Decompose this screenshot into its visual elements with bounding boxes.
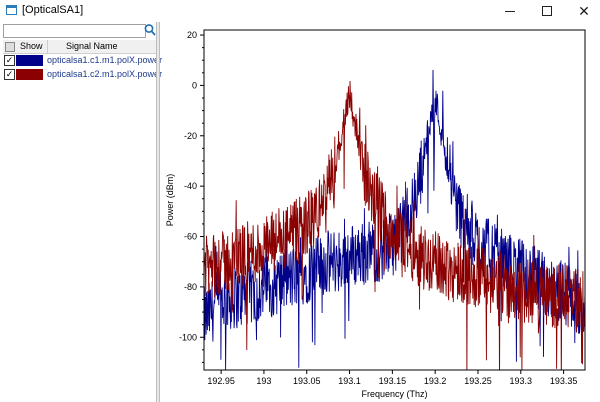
window-title: [OpticalSA1] <box>22 4 84 16</box>
y-tick-label: -60 <box>184 232 197 242</box>
x-tick-label: 193.2 <box>424 376 447 386</box>
signal-show-checkbox[interactable]: ✓ <box>4 55 15 66</box>
plot-area-frame <box>203 29 586 371</box>
signal-panel: Show Signal Name ✓ opticalsa1.c1.m1.polX… <box>0 22 162 402</box>
minimize-icon <box>505 10 515 12</box>
signal-color-swatch <box>16 55 43 66</box>
series-trace-1 <box>204 69 585 370</box>
y-tick-label: -20 <box>184 131 197 141</box>
spectrum-chart: 192.95 193 193.05 193.1 193.15 193.2 193.25 193… <box>160 22 600 402</box>
y-tick-label: 20 <box>187 30 197 40</box>
checkmark-icon: ✓ <box>5 69 14 79</box>
y-axis-label: Power (dBm) <box>165 174 175 227</box>
x-tick-label: 193.3 <box>510 376 533 386</box>
x-tick-label: 192.95 <box>207 376 235 386</box>
column-header-show[interactable]: Show <box>20 41 43 51</box>
y-tick-label: -100 <box>179 332 197 342</box>
signal-name: opticalsa1.c2.m1.polX.power <box>47 69 163 79</box>
maximize-button[interactable] <box>529 0 565 22</box>
series-trace-2 <box>204 80 585 370</box>
search-input[interactable] <box>3 24 146 38</box>
x-tick-label: 193.15 <box>379 376 407 386</box>
select-all-checkbox[interactable] <box>5 42 15 52</box>
close-icon: ✕ <box>578 3 590 19</box>
signal-color-swatch <box>16 69 43 80</box>
x-tick-label: 193.35 <box>550 376 578 386</box>
chart-svg: 192.95 193 193.05 193.1 193.15 193.2 193.25 193… <box>165 29 586 399</box>
signal-row[interactable]: ✓ opticalsa1.c1.m1.polX.power <box>3 54 162 67</box>
y-tick-label: 0 <box>192 80 197 90</box>
column-divider[interactable] <box>47 40 48 53</box>
app-window-icon <box>6 5 17 15</box>
close-button[interactable]: ✕ <box>566 0 600 22</box>
signal-show-checkbox[interactable]: ✓ <box>4 69 15 80</box>
maximize-icon <box>542 6 552 16</box>
x-tick-label: 193.1 <box>338 376 361 386</box>
minimize-button[interactable] <box>492 0 528 22</box>
title-bar: [OpticalSA1] ✕ <box>0 0 600 22</box>
signal-list-header: Show Signal Name <box>3 40 156 54</box>
search-icon <box>144 24 156 36</box>
column-header-signal-name[interactable]: Signal Name <box>66 41 118 51</box>
panel-splitter[interactable] <box>156 22 160 402</box>
y-tick-label: -40 <box>184 181 197 191</box>
x-axis-label: Frequency (Thz) <box>361 389 427 399</box>
search-button[interactable] <box>144 23 156 37</box>
signal-row[interactable]: ✓ opticalsa1.c2.m1.polX.power <box>3 68 162 81</box>
signal-name: opticalsa1.c1.m1.polX.power <box>47 55 163 65</box>
x-tick-label: 193.25 <box>464 376 492 386</box>
checkmark-icon: ✓ <box>5 55 14 65</box>
x-tick-label: 193.05 <box>293 376 321 386</box>
y-tick-label: -80 <box>184 282 197 292</box>
x-tick-label: 193 <box>256 376 271 386</box>
